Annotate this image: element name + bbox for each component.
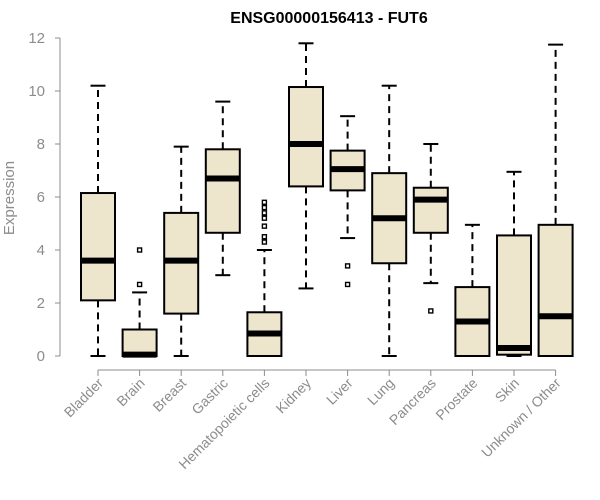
y-tick-label: 0 [37, 348, 45, 365]
y-tick-label: 12 [28, 30, 45, 47]
outlier-point [428, 308, 434, 314]
outlier-point [136, 281, 143, 288]
outlier-point [344, 281, 351, 288]
outlier-point [344, 263, 351, 269]
x-tick-label: Lung [364, 375, 397, 408]
x-tick-label: Bladder [61, 375, 107, 421]
chart-title: ENSG00000156413 - FUT6 [230, 10, 428, 27]
x-tick-label: Skin [492, 375, 523, 406]
outlier-point [136, 247, 143, 253]
box-kidney [288, 42, 324, 290]
boxes-group [80, 42, 574, 358]
x-tick-label: Kidney [273, 375, 315, 417]
box-bladder [80, 84, 116, 357]
x-tick-label: Unknown / Other [478, 375, 564, 461]
y-axis: 0 2 4 6 8 10 12 [28, 30, 61, 365]
outlier-point [261, 210, 268, 216]
box-prostate [454, 223, 491, 358]
x-tick-label: Liver [323, 375, 356, 408]
x-tick-label: Brain [113, 375, 147, 409]
iqr-box [80, 192, 116, 302]
outlier-point [261, 239, 268, 245]
y-tick-label: 10 [28, 83, 45, 100]
outlier-point [261, 204, 268, 211]
iqr-box [121, 328, 158, 357]
box-pancreas [412, 143, 449, 314]
y-tick-label: 2 [37, 295, 45, 312]
iqr-box [288, 86, 324, 188]
y-tick-label: 8 [37, 136, 45, 153]
box-unknown-other [537, 43, 574, 357]
y-tick-label: 4 [37, 242, 45, 259]
y-tick-label: 6 [37, 189, 45, 206]
iqr-box [412, 186, 449, 234]
box-breast [163, 145, 200, 357]
outlier-point [261, 199, 268, 206]
x-tick-label: Breast [149, 375, 189, 415]
outlier-point [261, 223, 268, 229]
outlier-point [261, 234, 268, 240]
iqr-box [204, 148, 241, 234]
outlier-point [261, 215, 268, 221]
box-gastric [204, 100, 241, 277]
y-axis-label: Expression [1, 161, 18, 235]
x-tick-label: Prostate [432, 375, 480, 423]
box-lung [371, 84, 408, 357]
box-hematopoietic-cells [246, 199, 283, 357]
iqr-box [496, 234, 532, 356]
box-skin [496, 170, 532, 357]
box-liver [329, 115, 366, 288]
iqr-box [537, 223, 574, 357]
box-brain [121, 247, 158, 358]
